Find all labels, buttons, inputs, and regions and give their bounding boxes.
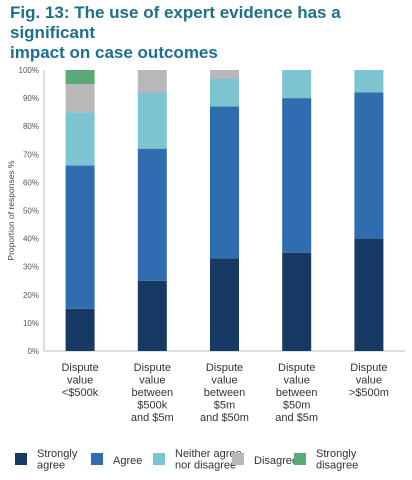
x-tick-label-line: $5m (214, 400, 235, 412)
x-tick-label: Dispute value between $50m and $5m (275, 362, 318, 424)
chart-title: Fig. 13: The use of expert evidence has … (10, 3, 341, 62)
x-tick-label: Dispute value between $5m and $50m (200, 362, 249, 424)
bar-segment (210, 78, 239, 107)
x-tick-label-line: Dispute (206, 362, 243, 374)
x-tick-label-line: and $5m (275, 412, 318, 424)
legend-label: Strongly agree (37, 448, 78, 472)
x-tick-label-line: value (211, 375, 237, 387)
bar-segment (137, 70, 167, 93)
y-tick-label: 40% (23, 235, 39, 244)
bar-segment (137, 148, 167, 281)
legend-label-line: Neither agree (175, 448, 242, 460)
y-tick-label: 90% (23, 94, 39, 103)
bar-segment (137, 280, 167, 351)
legend-label-line: Strongly (316, 448, 357, 460)
legend-label-line: disagree (316, 460, 358, 472)
x-tick-label-line: $50m (283, 400, 311, 412)
x-tick-label: Dispute value >$500m (349, 362, 389, 399)
legend-label: Strongly disagree (316, 448, 358, 472)
legend-label-line: nor disagree (175, 460, 236, 472)
legend-label-line: Disagree (254, 455, 298, 467)
x-tick-label-line: between (276, 387, 318, 399)
x-tick-label-line: <$500k (62, 387, 99, 399)
x-tick-label-line: between (204, 387, 246, 399)
bar-segment (282, 98, 312, 253)
y-tick-label: 20% (23, 291, 39, 300)
y-tick-label: 30% (23, 263, 39, 272)
y-tick-label: 80% (23, 122, 39, 131)
y-tick-label: 10% (23, 319, 39, 328)
legend-label-line: Strongly (37, 448, 78, 460)
legend-swatch (15, 453, 27, 465)
bar-segment (65, 165, 95, 309)
x-tick-label-line: Dispute (134, 362, 171, 374)
x-tick-label-line: $500k (137, 400, 167, 412)
bar-segment (137, 92, 167, 149)
legend-swatch (232, 453, 244, 465)
x-tick-label: Dispute value <$500k (61, 362, 98, 399)
legend-label-line: Agree (113, 455, 142, 467)
legend-swatch (153, 453, 165, 465)
y-axis-label: Proportion of responses % (6, 160, 16, 261)
bar-segment (282, 70, 312, 99)
x-tick-label-line: Dispute (278, 362, 315, 374)
y-tick-label: 60% (23, 178, 39, 187)
x-tick-label: Dispute value between $500k and $5m (131, 362, 174, 424)
bar-segment (354, 70, 384, 93)
x-tick-label-line: >$500m (349, 387, 389, 399)
y-tick-label: 0% (27, 347, 39, 356)
bar-segment (210, 106, 239, 259)
bar-segment (65, 84, 95, 113)
legend-label: Neither agree nor disagree (175, 448, 242, 472)
bar-segment (210, 70, 239, 79)
x-tick-label-line: and $50m (200, 412, 249, 424)
x-tick-label-line: value (284, 375, 310, 387)
bar-segment (65, 308, 95, 351)
bar-segment (282, 252, 312, 351)
legend-label: Disagree (254, 455, 298, 467)
x-tick-label-line: value (139, 375, 165, 387)
y-tick-label: 50% (23, 207, 39, 216)
legend-swatch (294, 453, 306, 465)
x-tick-label-line: Dispute (61, 362, 98, 374)
x-tick-label-line: between (132, 387, 174, 399)
y-tick-label: 70% (23, 150, 39, 159)
bar-segment (354, 92, 384, 239)
x-tick-label-line: Dispute (350, 362, 387, 374)
x-tick-label-line: and $5m (131, 412, 174, 424)
x-tick-label-line: value (356, 375, 382, 387)
bar-segment (65, 112, 95, 166)
legend-label: Agree (113, 455, 142, 467)
legend-label-line: agree (37, 460, 65, 472)
bar-segment (354, 238, 384, 351)
bar-segment (210, 258, 239, 351)
bar-segment (65, 70, 95, 85)
y-tick-label: 100% (19, 66, 39, 75)
legend-swatch (91, 453, 103, 465)
x-tick-label-line: value (67, 375, 93, 387)
